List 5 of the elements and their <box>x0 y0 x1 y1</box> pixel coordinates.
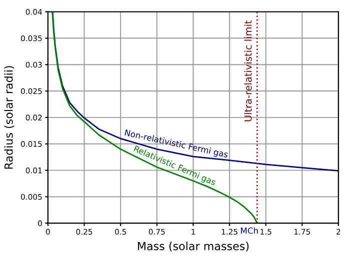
line-series <box>52 12 258 224</box>
y-axis-title: Radius (solar radii) <box>4 66 14 169</box>
ref-line-label: Ultra-relativistic limit <box>244 20 252 122</box>
x-axis-title: Mass (solar masses) <box>138 242 249 252</box>
annotation: MCh <box>241 227 258 234</box>
